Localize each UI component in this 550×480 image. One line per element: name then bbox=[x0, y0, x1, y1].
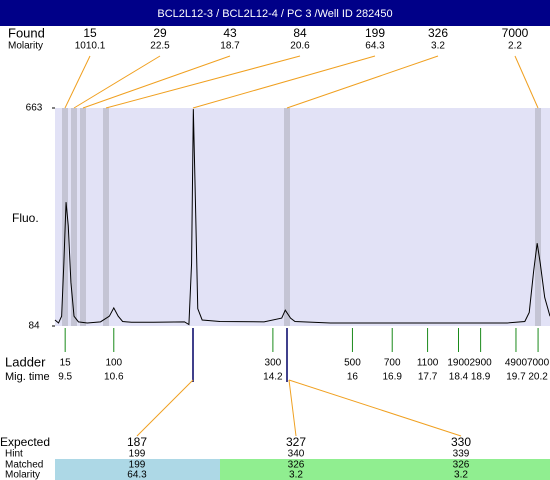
molarity-label: Molarity bbox=[8, 41, 43, 52]
found-connector bbox=[192, 55, 376, 109]
expected-cell: 327 bbox=[286, 435, 306, 449]
peak-band bbox=[62, 108, 68, 326]
expected-cell: 326 bbox=[453, 460, 470, 471]
found-molarity: 18.7 bbox=[220, 41, 240, 52]
found-molarity: 64.3 bbox=[365, 41, 385, 52]
ladder-size: 300 bbox=[265, 358, 282, 369]
peak-band bbox=[103, 108, 109, 326]
matched-bg-blue bbox=[55, 459, 220, 480]
expected-cell: 326 bbox=[288, 460, 305, 471]
ladder-size: 100 bbox=[105, 358, 122, 369]
peak-band bbox=[535, 108, 541, 326]
found-molarity: 3.2 bbox=[431, 41, 445, 52]
peak-band bbox=[71, 108, 77, 326]
expected-cell: 199 bbox=[129, 449, 146, 460]
expected-cell: 339 bbox=[453, 449, 470, 460]
plot-area bbox=[55, 108, 550, 326]
expected-cell: 330 bbox=[451, 435, 471, 449]
y-tick-label: 663 bbox=[26, 103, 43, 114]
mig-time-label: Mig. time bbox=[5, 371, 50, 383]
ladder-time: 18.9 bbox=[471, 372, 491, 383]
ladder-time: 16 bbox=[347, 372, 359, 383]
found-label: Found bbox=[8, 25, 45, 40]
expected-row-label: Expected bbox=[0, 435, 50, 449]
found-molarity: 22.5 bbox=[150, 41, 170, 52]
ladder-size: 500 bbox=[344, 358, 361, 369]
found-size: 326 bbox=[428, 26, 448, 40]
ladder-time: 9.5 bbox=[58, 372, 72, 383]
found-connector bbox=[514, 55, 539, 109]
expected-cell: 199 bbox=[129, 460, 146, 471]
header-bar bbox=[0, 0, 550, 26]
peak-band bbox=[80, 108, 86, 326]
ladder-size: 7000 bbox=[527, 358, 550, 369]
peak-band bbox=[284, 108, 290, 326]
ladder-time: 14.2 bbox=[263, 372, 283, 383]
found-connector bbox=[105, 55, 301, 109]
ladder-time: 20.2 bbox=[528, 372, 548, 383]
found-size: 15 bbox=[83, 26, 97, 40]
ladder-time: 18.4 bbox=[449, 372, 469, 383]
y-tick-label: 84 bbox=[28, 321, 40, 332]
found-connector bbox=[73, 55, 161, 109]
ladder-size: 1100 bbox=[417, 358, 439, 369]
found-connector bbox=[64, 55, 91, 109]
ladder-label: Ladder bbox=[5, 354, 46, 369]
found-size: 199 bbox=[365, 26, 385, 40]
trace bbox=[54, 109, 550, 326]
expected-connector bbox=[136, 379, 194, 437]
expected-cell: 3.2 bbox=[289, 470, 303, 480]
found-molarity: 2.2 bbox=[508, 41, 522, 52]
ladder-time: 17.7 bbox=[418, 372, 438, 383]
ladder-size: 700 bbox=[384, 358, 401, 369]
header-title: BCL2L12-3 / BCL2L12-4 / PC 3 /Well ID 28… bbox=[157, 8, 392, 20]
ladder-time: 16.9 bbox=[382, 372, 402, 383]
expected-connector bbox=[288, 379, 297, 437]
ladder-time: 10.6 bbox=[104, 372, 124, 383]
expected-row-label: Hint bbox=[5, 449, 23, 460]
ladder-size: 15 bbox=[60, 358, 72, 369]
found-connector bbox=[286, 55, 439, 109]
expected-row-label: Molarity bbox=[5, 470, 40, 480]
found-size: 84 bbox=[293, 26, 307, 40]
found-molarity: 20.6 bbox=[290, 41, 310, 52]
expected-cell: 64.3 bbox=[127, 470, 147, 480]
ladder-size: 1900 bbox=[447, 358, 470, 369]
ladder-size: 4900 bbox=[505, 358, 528, 369]
expected-connector bbox=[288, 379, 462, 437]
matched-bg-green bbox=[220, 459, 550, 480]
found-size: 7000 bbox=[502, 26, 529, 40]
found-size: 43 bbox=[223, 26, 237, 40]
expected-cell: 187 bbox=[127, 435, 147, 449]
found-molarity: 1010.1 bbox=[75, 41, 106, 52]
expected-row-label: Matched bbox=[5, 460, 43, 471]
ladder-time: 19.7 bbox=[506, 372, 526, 383]
found-size: 29 bbox=[153, 26, 167, 40]
expected-cell: 340 bbox=[288, 449, 305, 460]
found-connector bbox=[82, 55, 231, 109]
expected-cell: 3.2 bbox=[454, 470, 468, 480]
ladder-size: 2900 bbox=[469, 358, 492, 369]
y-axis-label: Fluo. bbox=[12, 211, 39, 225]
